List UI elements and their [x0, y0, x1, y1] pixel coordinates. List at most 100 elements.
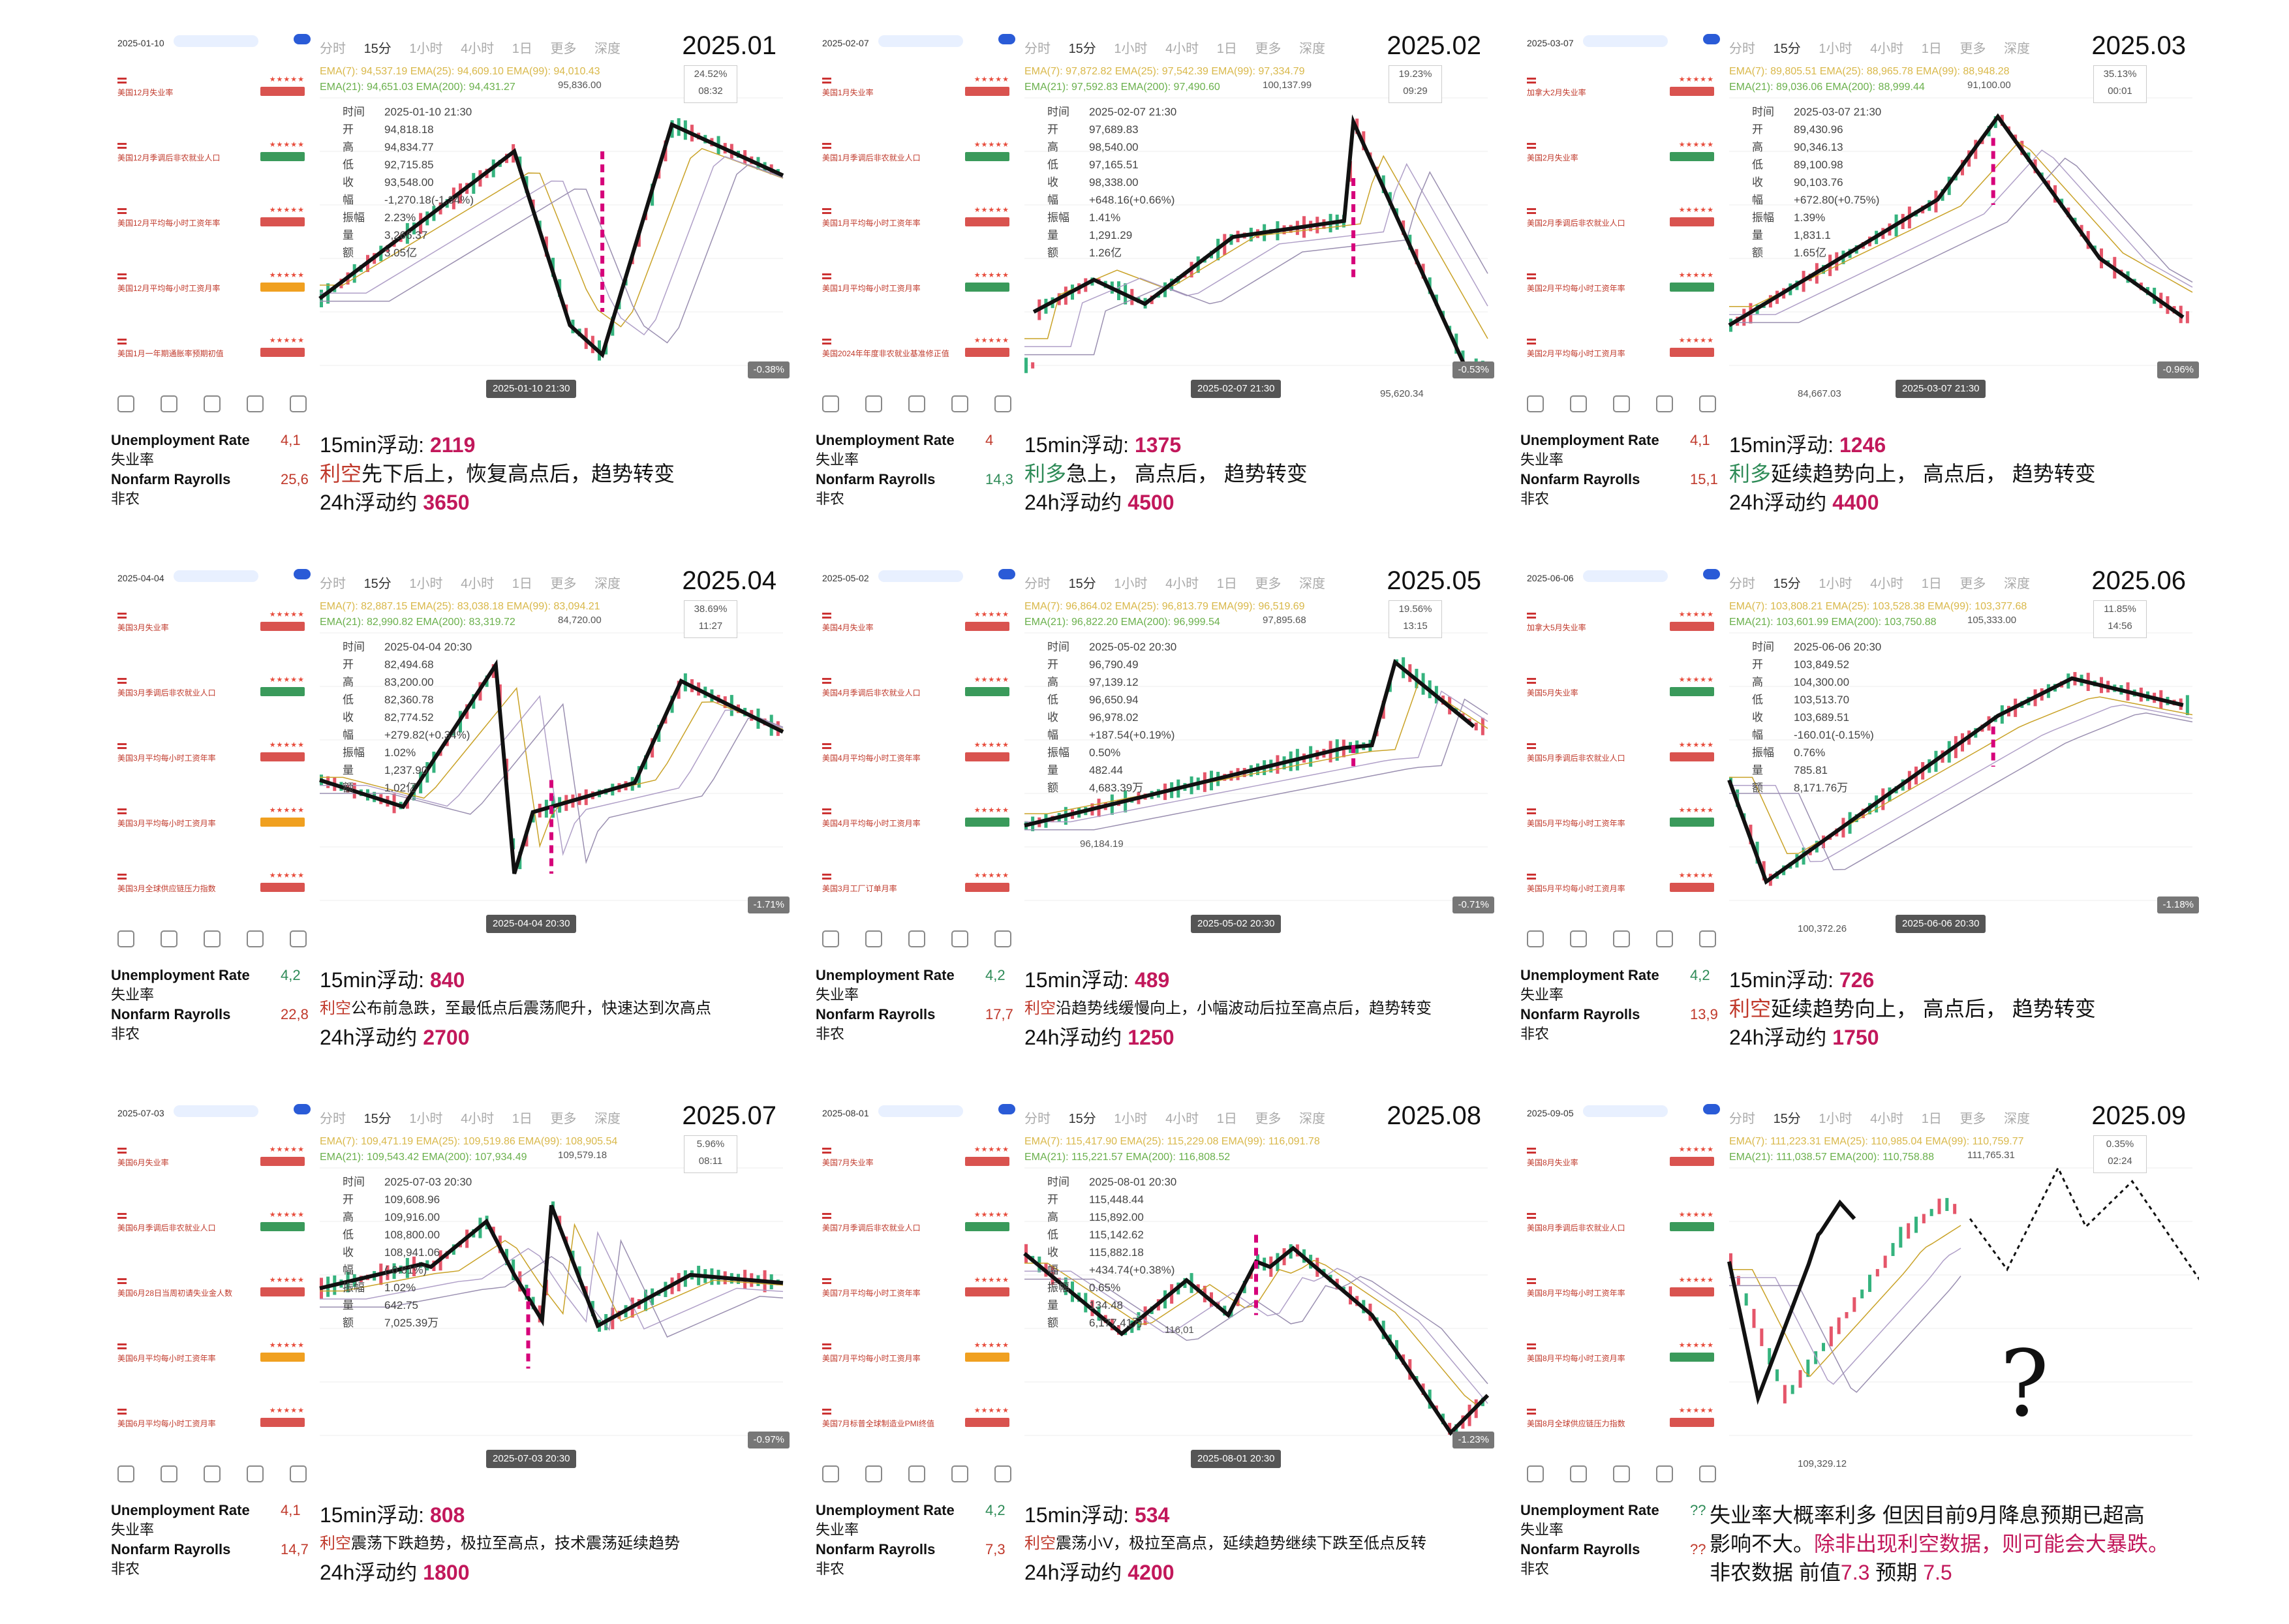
- nav-icon[interactable]: [865, 1465, 882, 1482]
- event-row[interactable]: 美国3月季调后非农就业人口 ★★★★★: [117, 675, 310, 734]
- nav-icon[interactable]: [1699, 395, 1716, 412]
- interval-tab[interactable]: 15分: [1068, 577, 1096, 591]
- filter-chip[interactable]: [878, 570, 963, 582]
- event-row[interactable]: 美国1月一年期通胀率预期初值 ★★★★★: [117, 336, 310, 395]
- toggle-switch[interactable]: [294, 1104, 311, 1114]
- interval-tab[interactable]: 1日: [1216, 577, 1237, 591]
- interval-tab[interactable]: 1日: [1216, 42, 1237, 56]
- interval-tab[interactable]: 1日: [512, 1112, 532, 1126]
- event-row[interactable]: 加拿大5月失业率 ★★★★★: [1527, 610, 1719, 669]
- nav-icon[interactable]: [117, 395, 134, 412]
- nav-icon[interactable]: [161, 930, 177, 947]
- event-row[interactable]: 美国6月失业率 ★★★★★: [117, 1145, 310, 1204]
- interval-tab[interactable]: 1日: [512, 42, 532, 56]
- interval-tab[interactable]: 深度: [2004, 1112, 2030, 1126]
- event-row[interactable]: 美国6月28日当周初请失业金人数 ★★★★★: [117, 1276, 310, 1334]
- nav-icon[interactable]: [1527, 1465, 1544, 1482]
- event-row[interactable]: 美国8月全球供应链压力指数 ★★★★★: [1527, 1406, 1719, 1465]
- interval-tab[interactable]: 更多: [1255, 577, 1282, 591]
- interval-tab[interactable]: 更多: [1959, 1112, 1986, 1126]
- nav-icon[interactable]: [117, 1465, 134, 1482]
- interval-tab[interactable]: 1日: [1921, 1112, 1942, 1126]
- nav-icon[interactable]: [1699, 930, 1716, 947]
- nav-icon[interactable]: [204, 395, 221, 412]
- calendar-date[interactable]: 2025-05-02: [822, 573, 869, 583]
- price-chart[interactable]: 分时 15分 1小时 4小时 1日 更多 深度 2025.03 EMA(7): 8…: [1719, 26, 2199, 418]
- nav-icon[interactable]: [1613, 930, 1630, 947]
- interval-tab[interactable]: 15分: [1773, 577, 1801, 591]
- interval-tab[interactable]: 1小时: [409, 1112, 443, 1126]
- toggle-switch[interactable]: [294, 569, 311, 579]
- event-row[interactable]: 美国12月平均每小时工资年率 ★★★★★: [117, 206, 310, 264]
- price-chart[interactable]: 分时 15分 1小时 4小时 1日 更多 深度 2025.09 EMA(7): 1…: [1719, 1096, 2199, 1488]
- interval-tab[interactable]: 分时: [320, 1112, 346, 1126]
- filter-chip[interactable]: [174, 35, 258, 47]
- toggle-switch[interactable]: [998, 569, 1015, 579]
- event-row[interactable]: 美国7月失业率 ★★★★★: [822, 1145, 1015, 1204]
- interval-tab[interactable]: 4小时: [461, 42, 495, 56]
- interval-tab[interactable]: 分时: [1729, 1112, 1755, 1126]
- interval-tab[interactable]: 1日: [1921, 577, 1942, 591]
- event-row[interactable]: 美国2月平均每小时工资年率 ★★★★★: [1527, 271, 1719, 329]
- interval-tab[interactable]: 更多: [1255, 42, 1282, 56]
- nav-icon[interactable]: [822, 930, 839, 947]
- event-row[interactable]: 美国7月标普全球制造业PMI终值 ★★★★★: [822, 1406, 1015, 1465]
- event-row[interactable]: 加拿大2月失业率 ★★★★★: [1527, 75, 1719, 134]
- nav-icon[interactable]: [1613, 1465, 1630, 1482]
- calendar-date[interactable]: 2025-08-01: [822, 1108, 869, 1118]
- interval-tab[interactable]: 15分: [1773, 1112, 1801, 1126]
- event-row[interactable]: 美国6月季调后非农就业人口 ★★★★★: [117, 1210, 310, 1269]
- interval-tab[interactable]: 深度: [594, 1112, 621, 1126]
- event-row[interactable]: 美国7月平均每小时工资年率 ★★★★★: [822, 1276, 1015, 1334]
- event-row[interactable]: 美国2月失业率 ★★★★★: [1527, 140, 1719, 199]
- event-row[interactable]: 美国1月平均每小时工资年率 ★★★★★: [822, 206, 1015, 264]
- price-chart[interactable]: 分时 15分 1小时 4小时 1日 更多 深度 2025.04 EMA(7): 8…: [310, 561, 790, 953]
- interval-tab[interactable]: 1小时: [409, 42, 443, 56]
- interval-tab[interactable]: 1小时: [1114, 577, 1148, 591]
- interval-tab[interactable]: 深度: [1299, 577, 1325, 591]
- calendar-date[interactable]: 2025-01-10: [117, 38, 164, 48]
- price-chart[interactable]: 分时 15分 1小时 4小时 1日 更多 深度 2025.01 EMA(7): 9…: [310, 26, 790, 418]
- nav-icon[interactable]: [1570, 1465, 1587, 1482]
- toggle-switch[interactable]: [294, 34, 311, 44]
- nav-icon[interactable]: [951, 930, 968, 947]
- nav-icon[interactable]: [1527, 395, 1544, 412]
- nav-icon[interactable]: [1570, 930, 1587, 947]
- nav-icon[interactable]: [908, 930, 925, 947]
- interval-tab[interactable]: 15分: [363, 42, 392, 56]
- interval-tab[interactable]: 4小时: [461, 1112, 495, 1126]
- interval-tab[interactable]: 1小时: [1819, 42, 1852, 56]
- calendar-date[interactable]: 2025-07-03: [117, 1108, 164, 1118]
- event-row[interactable]: 美国2024年年度非农就业基准修正值 ★★★★★: [822, 336, 1015, 395]
- interval-tab[interactable]: 1小时: [1819, 577, 1852, 591]
- event-row[interactable]: 美国6月平均每小时工资月率 ★★★★★: [117, 1406, 310, 1465]
- nav-icon[interactable]: [822, 1465, 839, 1482]
- nav-icon[interactable]: [290, 395, 307, 412]
- toggle-switch[interactable]: [1703, 34, 1720, 44]
- nav-icon[interactable]: [822, 395, 839, 412]
- event-row[interactable]: 美国2月季调后非农就业人口 ★★★★★: [1527, 206, 1719, 264]
- toggle-switch[interactable]: [1703, 1104, 1720, 1114]
- interval-tab[interactable]: 4小时: [1165, 1112, 1199, 1126]
- nav-icon[interactable]: [161, 395, 177, 412]
- nav-icon[interactable]: [1570, 395, 1587, 412]
- interval-tab[interactable]: 更多: [1959, 577, 1986, 591]
- nav-icon[interactable]: [1613, 395, 1630, 412]
- interval-tab[interactable]: 15分: [1773, 42, 1801, 56]
- event-row[interactable]: 美国1月平均每小时工资月率 ★★★★★: [822, 271, 1015, 329]
- event-row[interactable]: 美国7月平均每小时工资月率 ★★★★★: [822, 1341, 1015, 1400]
- event-row[interactable]: 美国8月平均每小时工资年率 ★★★★★: [1527, 1276, 1719, 1334]
- interval-tab[interactable]: 4小时: [1870, 42, 1904, 56]
- nav-icon[interactable]: [290, 930, 307, 947]
- interval-tab[interactable]: 15分: [1068, 1112, 1096, 1126]
- interval-tab[interactable]: 深度: [594, 577, 621, 591]
- event-row[interactable]: 美国12月平均每小时工资月率 ★★★★★: [117, 271, 310, 329]
- event-row[interactable]: 美国3月平均每小时工资月率 ★★★★★: [117, 806, 310, 865]
- calendar-date[interactable]: 2025-09-05: [1527, 1108, 1574, 1118]
- nav-icon[interactable]: [1656, 1465, 1673, 1482]
- interval-tab[interactable]: 1小时: [1114, 1112, 1148, 1126]
- interval-tab[interactable]: 分时: [1729, 42, 1755, 56]
- interval-tab[interactable]: 1日: [1921, 42, 1942, 56]
- filter-chip[interactable]: [174, 570, 258, 582]
- nav-icon[interactable]: [994, 930, 1011, 947]
